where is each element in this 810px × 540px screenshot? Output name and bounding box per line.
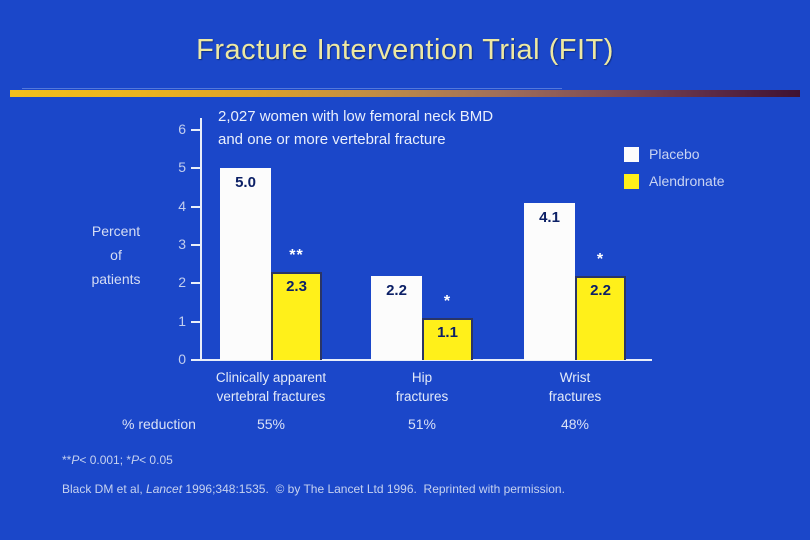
y-axis-label-line: Percent xyxy=(91,223,141,239)
category-label-line: Clinically apparent xyxy=(215,370,327,385)
pct-reduction-value: 51% xyxy=(407,416,437,432)
study-population-line2: and one or more vertebral fracture xyxy=(218,131,446,148)
y-tick xyxy=(191,128,200,131)
pct-reduction-value: 55% xyxy=(256,416,286,432)
bar-placebo xyxy=(524,202,575,360)
category-label-line: Hip xyxy=(411,370,433,385)
y-tick xyxy=(191,282,200,285)
bar-alendronate xyxy=(575,275,626,360)
bar-placebo xyxy=(220,168,271,360)
text-segment: P xyxy=(71,453,80,467)
footnote-significance: **P< 0.001; *P< 0.05 xyxy=(62,453,173,467)
y-tick-label: 4 xyxy=(178,197,186,214)
slide-title: Fracture Intervention Trial (FIT) xyxy=(196,34,614,66)
category-label-line: Wrist xyxy=(559,370,591,385)
bar-value-label: 2.2 xyxy=(386,281,407,299)
bar-alendronate xyxy=(422,317,473,360)
category-label: Clinically apparent vertebral fractures xyxy=(186,368,356,406)
y-tick xyxy=(191,320,200,323)
text-segment: Lancet xyxy=(146,482,183,496)
y-tick xyxy=(191,205,200,208)
y-tick xyxy=(191,359,200,361)
legend-label-alendronate: Alendronate xyxy=(649,173,725,189)
y-axis-line xyxy=(200,118,202,360)
category-label: Wrist fractures xyxy=(490,368,660,406)
study-population-line1: 2,027 women with low femoral neck BMD xyxy=(218,108,494,125)
accent-gradient-bar xyxy=(10,90,800,97)
text-segment: ** xyxy=(62,453,72,467)
significance-marker: * xyxy=(596,250,605,268)
y-tick-label: 0 xyxy=(178,351,186,367)
category-label-line: vertebral fractures xyxy=(216,389,326,404)
y-tick xyxy=(191,167,200,170)
footnote-citation: Black DM et al, Lancet 1996;348:1535. © … xyxy=(62,482,565,496)
y-axis-label-line: patients xyxy=(91,271,141,287)
bar-value-label: 5.0 xyxy=(235,174,256,192)
bar-value-label: 2.2 xyxy=(590,281,611,299)
bar-placebo xyxy=(371,275,422,360)
placebo-swatch-icon xyxy=(624,147,639,162)
category-label-line: fractures xyxy=(548,389,602,404)
y-tick-label: 3 xyxy=(178,235,186,252)
y-tick-label: 1 xyxy=(178,312,186,329)
x-axis-line xyxy=(200,359,652,361)
text-segment: Black DM et al, xyxy=(62,482,147,496)
text-segment: P xyxy=(131,453,140,467)
y-tick xyxy=(191,243,200,246)
accent-highlight-line xyxy=(22,88,562,89)
bar-value-label: 4.1 xyxy=(539,208,560,226)
y-tick-label: 6 xyxy=(178,120,186,137)
pct-reduction-value: 48% xyxy=(560,416,590,432)
significance-marker: * xyxy=(443,292,452,310)
y-tick-label: 2 xyxy=(178,274,186,291)
significance-marker: ** xyxy=(289,246,304,264)
category-label-line: fractures xyxy=(395,389,449,404)
y-axis-label-line: of xyxy=(110,247,122,263)
y-tick-label: 5 xyxy=(178,159,186,176)
bar-alendronate xyxy=(271,271,322,360)
category-label: Hip fractures xyxy=(337,368,507,406)
y-axis-label: Percent of patients xyxy=(56,219,176,291)
text-segment: 1996;348:1535. © by The Lancet Ltd 1996.… xyxy=(182,482,565,496)
text-segment: < 0.001; * xyxy=(79,453,132,467)
text-segment: < 0.05 xyxy=(139,453,173,467)
legend-label-placebo: Placebo xyxy=(649,146,700,162)
bar-value-label: 2.3 xyxy=(286,277,307,295)
alendronate-swatch-icon xyxy=(624,174,639,189)
pct-reduction-label: % reduction xyxy=(122,416,196,432)
bar-value-label: 1.1 xyxy=(437,323,458,341)
